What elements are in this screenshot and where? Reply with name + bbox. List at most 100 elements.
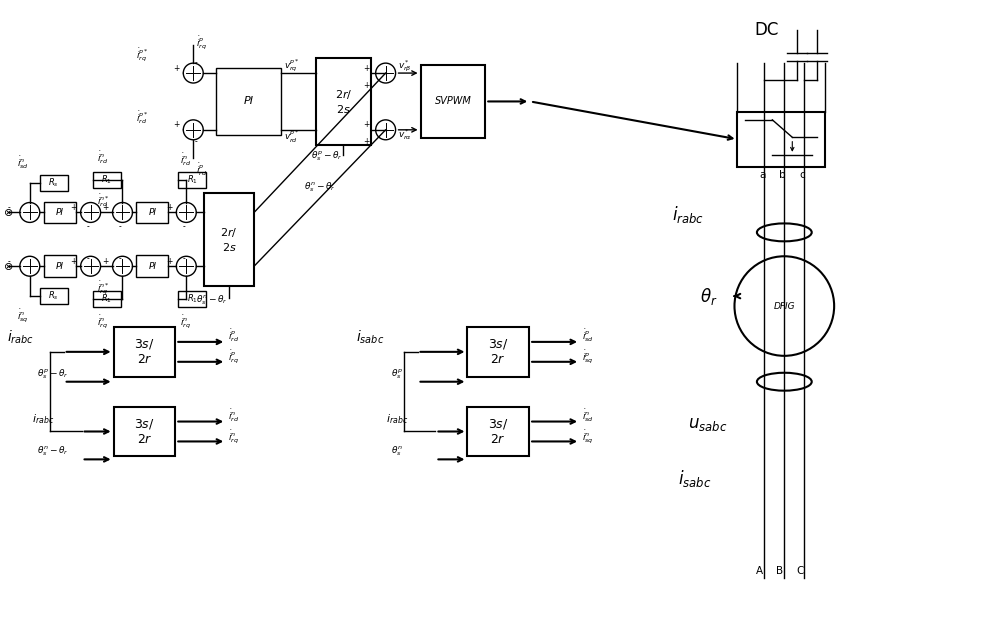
Text: b: b — [779, 170, 786, 179]
Text: $\theta_s^n-\theta_r$: $\theta_s^n-\theta_r$ — [196, 294, 228, 307]
Text: -: - — [119, 254, 121, 262]
Text: $\theta_s^p-\theta_r$: $\theta_s^p-\theta_r$ — [311, 150, 343, 164]
Text: $\theta_s^n$: $\theta_s^n$ — [391, 444, 402, 458]
Bar — [44, 256, 76, 277]
Text: $i_{rabc}$: $i_{rabc}$ — [672, 204, 704, 225]
Text: +: + — [173, 63, 180, 73]
Text: $\dot{i}_{sq}^{n}$: $\dot{i}_{sq}^{n}$ — [17, 307, 29, 325]
Bar — [178, 291, 206, 307]
Text: c: c — [799, 170, 805, 179]
Text: $i_{sabc}$: $i_{sabc}$ — [678, 468, 711, 489]
Text: $R_s$: $R_s$ — [48, 290, 59, 302]
Bar — [136, 256, 168, 277]
Text: -: - — [87, 254, 89, 262]
Bar — [114, 406, 175, 456]
Text: +: + — [71, 203, 77, 212]
Text: $\dot{i}_{rd}^{p}$: $\dot{i}_{rd}^{p}$ — [228, 328, 239, 344]
Text: PI: PI — [244, 96, 254, 107]
Text: $\dot{i}_{rd}^{n}$: $\dot{i}_{rd}^{n}$ — [180, 152, 192, 168]
Text: PI: PI — [56, 262, 64, 271]
Text: $\dot{i}_{rq}^{p}$: $\dot{i}_{rq}^{p}$ — [196, 35, 207, 52]
Circle shape — [183, 120, 203, 139]
Text: -: - — [182, 254, 185, 262]
Text: $3s/$
$2r$: $3s/$ $2r$ — [134, 337, 155, 366]
Text: +: + — [364, 63, 370, 73]
Text: $i_{rabc}$: $i_{rabc}$ — [7, 328, 34, 346]
Text: DC: DC — [754, 22, 779, 39]
Text: +: + — [173, 120, 180, 129]
Text: $3s/$
$2r$: $3s/$ $2r$ — [134, 417, 155, 446]
Text: $R_1$: $R_1$ — [101, 293, 112, 306]
Text: -: - — [194, 58, 197, 68]
Bar — [204, 193, 254, 286]
Circle shape — [20, 256, 40, 276]
Text: $2r/$
$2s$: $2r/$ $2s$ — [335, 88, 352, 115]
Text: $i_{rabc}$: $i_{rabc}$ — [386, 413, 408, 427]
Text: $\theta_s^p-\theta_r$: $\theta_s^p-\theta_r$ — [37, 367, 69, 380]
Text: $\theta_s^n-\theta_r$: $\theta_s^n-\theta_r$ — [37, 444, 69, 458]
Bar — [467, 406, 529, 456]
Bar — [136, 202, 168, 223]
Text: $\dot{i}_{sq}^{n}$: $\dot{i}_{sq}^{n}$ — [582, 429, 594, 446]
Text: -: - — [87, 222, 89, 231]
Text: $2r/$
$2s$: $2r/$ $2s$ — [220, 226, 238, 253]
Text: $\dot{i}_{rd}^{n}$: $\dot{i}_{rd}^{n}$ — [97, 150, 108, 166]
Text: +: + — [103, 203, 109, 212]
Text: $\dot{i}_{rq}^{n*}$: $\dot{i}_{rq}^{n*}$ — [97, 280, 109, 297]
Text: $\dot{i}_{rq}^{n}$: $\dot{i}_{rq}^{n}$ — [180, 313, 191, 330]
Bar — [114, 327, 175, 377]
Text: PI: PI — [56, 208, 64, 217]
Text: $R_1$: $R_1$ — [101, 173, 112, 186]
Bar — [40, 174, 68, 191]
Text: SVPWM: SVPWM — [435, 96, 471, 107]
Text: A: A — [756, 566, 764, 576]
Text: -: - — [8, 257, 11, 266]
Text: PI: PI — [148, 208, 156, 217]
Circle shape — [183, 63, 203, 83]
Text: DFIG: DFIG — [774, 302, 795, 311]
Circle shape — [113, 256, 132, 276]
Text: $\dot{i}_{rq}^{n}$: $\dot{i}_{rq}^{n}$ — [97, 313, 108, 330]
Text: +: + — [166, 257, 173, 266]
Text: $\theta_r$: $\theta_r$ — [700, 285, 717, 307]
Text: $R_1$: $R_1$ — [187, 293, 198, 306]
Bar — [44, 202, 76, 223]
Text: +: + — [364, 138, 370, 146]
Text: $3s/$
$2r$: $3s/$ $2r$ — [488, 337, 509, 366]
Circle shape — [113, 202, 132, 223]
Text: +: + — [364, 81, 370, 89]
Text: $\dot{i}_{rq}^{p*}$: $\dot{i}_{rq}^{p*}$ — [136, 47, 149, 63]
Bar — [93, 291, 121, 307]
Text: $\dot{i}_{sd}^{n}$: $\dot{i}_{sd}^{n}$ — [582, 407, 594, 424]
Text: +: + — [364, 120, 370, 129]
Text: $\dot{i}_{rq}^{n}$: $\dot{i}_{rq}^{n}$ — [228, 429, 239, 446]
Text: $\dot{i}_{sq}^{p}$: $\dot{i}_{sq}^{p}$ — [582, 349, 594, 366]
Text: $i_{sabc}$: $i_{sabc}$ — [356, 328, 384, 346]
Bar — [316, 58, 371, 145]
Text: $v_{rd}^{p*}$: $v_{rd}^{p*}$ — [284, 129, 300, 145]
Text: -: - — [182, 222, 185, 231]
Text: $3s/$
$2r$: $3s/$ $2r$ — [488, 417, 509, 446]
Text: a: a — [759, 170, 766, 179]
Text: $\dot{i}_{sd}^{p}$: $\dot{i}_{sd}^{p}$ — [582, 328, 594, 344]
Text: -: - — [119, 222, 121, 231]
Text: $v_{r\beta}^*$: $v_{r\beta}^*$ — [398, 58, 411, 74]
Text: $\dot{i}_{rd}^{n*}$: $\dot{i}_{rd}^{n*}$ — [97, 192, 109, 209]
Text: $i_{rabc}$: $i_{rabc}$ — [32, 413, 54, 427]
Text: $v_{r\alpha}^*$: $v_{r\alpha}^*$ — [398, 127, 412, 142]
Text: $\dot{i}_{rd}^{p*}$: $\dot{i}_{rd}^{p*}$ — [136, 110, 149, 126]
Text: +: + — [166, 203, 173, 212]
Text: -: - — [8, 203, 11, 212]
Text: $v_{rq}^{p*}$: $v_{rq}^{p*}$ — [284, 58, 300, 74]
Circle shape — [81, 202, 101, 223]
Text: $\dot{i}_{rd}^{p}$: $\dot{i}_{rd}^{p}$ — [196, 162, 208, 178]
Circle shape — [20, 202, 40, 223]
Text: $\dot{i}_{rq}^{p}$: $\dot{i}_{rq}^{p}$ — [228, 349, 239, 366]
Text: C: C — [796, 566, 804, 576]
Text: $\otimes$: $\otimes$ — [3, 207, 13, 218]
Text: $R_1$: $R_1$ — [187, 173, 198, 186]
Bar — [467, 327, 529, 377]
Circle shape — [81, 256, 101, 276]
Text: PI: PI — [148, 262, 156, 271]
Circle shape — [376, 120, 396, 139]
